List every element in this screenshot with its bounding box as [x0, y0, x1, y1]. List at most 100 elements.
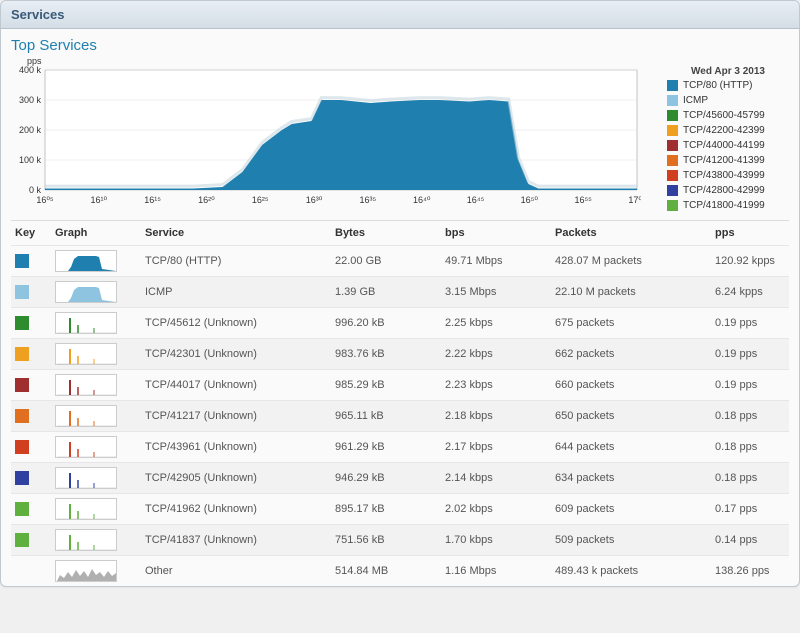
col-bps[interactable]: bps: [441, 221, 551, 246]
table-row[interactable]: Other514.84 MB1.16 Mbps489.43 k packets1…: [11, 556, 789, 587]
cell-bps: 1.70 kbps: [441, 525, 551, 556]
legend-item[interactable]: ICMP: [667, 94, 789, 107]
legend-item[interactable]: TCP/80 (HTTP): [667, 79, 789, 92]
table-row[interactable]: TCP/41962 (Unknown)895.17 kB2.02 kbps609…: [11, 494, 789, 525]
key-swatch: [15, 285, 29, 299]
cell-graph: [51, 432, 141, 463]
cell-packets: 428.07 M packets: [551, 246, 711, 277]
cell-pps: 0.19 pps: [711, 308, 789, 339]
legend-label: TCP/42800-42999: [683, 184, 765, 197]
cell-graph: [51, 246, 141, 277]
legend-swatch: [667, 95, 678, 106]
legend-swatch: [667, 170, 678, 181]
cell-graph: [51, 308, 141, 339]
svg-text:16⁰⁵: 16⁰⁵: [36, 195, 54, 205]
cell-pps: 0.17 pps: [711, 494, 789, 525]
table-row[interactable]: TCP/43961 (Unknown)961.29 kB2.17 kbps644…: [11, 432, 789, 463]
svg-text:16⁴⁵: 16⁴⁵: [467, 195, 485, 205]
svg-text:300 k: 300 k: [19, 95, 42, 105]
svg-text:16⁵⁰: 16⁵⁰: [521, 195, 539, 205]
cell-bytes: 895.17 kB: [331, 494, 441, 525]
legend-item[interactable]: TCP/43800-43999: [667, 169, 789, 182]
legend-item[interactable]: TCP/42200-42399: [667, 124, 789, 137]
cell-service: TCP/41217 (Unknown): [141, 401, 331, 432]
cell-packets: 634 packets: [551, 463, 711, 494]
table-row[interactable]: ICMP1.39 GB3.15 Mbps22.10 M packets6.24 …: [11, 277, 789, 308]
table-row[interactable]: TCP/44017 (Unknown)985.29 kB2.23 kbps660…: [11, 370, 789, 401]
cell-pps: 0.18 pps: [711, 401, 789, 432]
svg-text:16¹⁰: 16¹⁰: [91, 195, 108, 205]
legend-item[interactable]: TCP/41800-41999: [667, 199, 789, 212]
sparkline: [55, 281, 117, 303]
table-header-row: Key Graph Service Bytes bps Packets pps: [11, 221, 789, 246]
cell-packets: 650 packets: [551, 401, 711, 432]
cell-service: TCP/45612 (Unknown): [141, 308, 331, 339]
sparkline: [55, 250, 117, 272]
legend-item[interactable]: TCP/44000-44199: [667, 139, 789, 152]
legend-swatch: [667, 185, 678, 196]
table-row[interactable]: TCP/42301 (Unknown)983.76 kB2.22 kbps662…: [11, 339, 789, 370]
services-panel: Services Top Services pps 0 k100 k200 k3…: [0, 0, 800, 587]
cell-key: [11, 277, 51, 308]
key-swatch: [15, 502, 29, 516]
legend-label: TCP/41200-41399: [683, 154, 765, 167]
key-swatch: [15, 254, 29, 268]
cell-pps: 0.19 pps: [711, 370, 789, 401]
cell-bytes: 996.20 kB: [331, 308, 441, 339]
cell-key: [11, 401, 51, 432]
key-swatch: [15, 378, 29, 392]
cell-bytes: 985.29 kB: [331, 370, 441, 401]
key-swatch: [15, 471, 29, 485]
table-row[interactable]: TCP/41837 (Unknown)751.56 kB1.70 kbps509…: [11, 525, 789, 556]
table-row[interactable]: TCP/80 (HTTP)22.00 GB49.71 Mbps428.07 M …: [11, 246, 789, 277]
svg-text:16²⁵: 16²⁵: [252, 195, 269, 205]
col-packets[interactable]: Packets: [551, 221, 711, 246]
section-title: Top Services: [11, 37, 789, 54]
cell-packets: 609 packets: [551, 494, 711, 525]
legend-item[interactable]: TCP/45600-45799: [667, 109, 789, 122]
legend-swatch: [667, 140, 678, 151]
legend-label: ICMP: [683, 94, 708, 107]
col-bytes[interactable]: Bytes: [331, 221, 441, 246]
svg-text:16¹⁵: 16¹⁵: [144, 195, 161, 205]
col-service[interactable]: Service: [141, 221, 331, 246]
cell-key: [11, 339, 51, 370]
chart-legend: Wed Apr 3 2013 TCP/80 (HTTP)ICMPTCP/4560…: [659, 56, 789, 214]
legend-swatch: [667, 80, 678, 91]
cell-packets: 660 packets: [551, 370, 711, 401]
col-pps[interactable]: pps: [711, 221, 789, 246]
cell-bytes: 751.56 kB: [331, 525, 441, 556]
y-axis-unit: pps: [27, 56, 659, 66]
cell-bps: 3.15 Mbps: [441, 277, 551, 308]
legend-item[interactable]: TCP/41200-41399: [667, 154, 789, 167]
cell-bps: 2.18 kbps: [441, 401, 551, 432]
cell-bps: 2.22 kbps: [441, 339, 551, 370]
legend-item[interactable]: TCP/42800-42999: [667, 184, 789, 197]
col-key[interactable]: Key: [11, 221, 51, 246]
cell-graph: [51, 339, 141, 370]
cell-key: [11, 308, 51, 339]
legend-swatch: [667, 200, 678, 211]
svg-text:16⁴⁰: 16⁴⁰: [413, 195, 431, 205]
table-row[interactable]: TCP/45612 (Unknown)996.20 kB2.25 kbps675…: [11, 308, 789, 339]
cell-service: TCP/80 (HTTP): [141, 246, 331, 277]
sparkline: [55, 529, 117, 551]
table-row[interactable]: TCP/41217 (Unknown)965.11 kB2.18 kbps650…: [11, 401, 789, 432]
table-row[interactable]: TCP/42905 (Unknown)946.29 kB2.14 kbps634…: [11, 463, 789, 494]
cell-service: TCP/42301 (Unknown): [141, 339, 331, 370]
cell-bytes: 22.00 GB: [331, 246, 441, 277]
cell-pps: 0.18 pps: [711, 463, 789, 494]
cell-graph: [51, 525, 141, 556]
key-swatch: [15, 533, 29, 547]
svg-text:200 k: 200 k: [19, 125, 42, 135]
cell-service: TCP/42905 (Unknown): [141, 463, 331, 494]
panel-title: Services: [1, 1, 799, 29]
cell-pps: 0.14 pps: [711, 525, 789, 556]
col-graph[interactable]: Graph: [51, 221, 141, 246]
cell-bytes: 514.84 MB: [331, 556, 441, 587]
cell-graph: [51, 277, 141, 308]
legend-label: TCP/42200-42399: [683, 124, 765, 137]
cell-key: [11, 494, 51, 525]
svg-text:17⁰⁰: 17⁰⁰: [628, 195, 641, 205]
cell-bps: 1.16 Mbps: [441, 556, 551, 587]
